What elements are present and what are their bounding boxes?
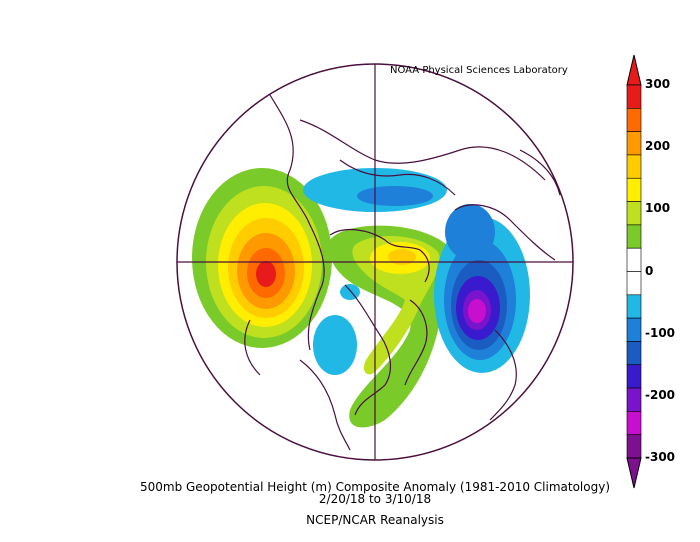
colorbar-segment <box>626 108 642 132</box>
positive-anomaly-atlantic <box>328 225 452 428</box>
colorbar-segment <box>626 364 642 389</box>
colorbar-arrow-top <box>626 54 642 86</box>
colorbar-segment <box>626 387 642 412</box>
negative-anomaly-eurasia <box>434 204 530 373</box>
credit-label: NOAA Physical Sciences Laboratory <box>390 65 568 76</box>
colorbar-tick-label: 200 <box>645 139 671 154</box>
colorbar-tick-label: 300 <box>645 77 671 91</box>
colorbar-tick-label: -200 <box>645 387 676 402</box>
colorbar-segment <box>626 411 642 435</box>
colorbar-segment <box>626 224 642 249</box>
map-title: 500mb Geopotential Height (m) Composite … <box>139 480 610 494</box>
colorbar-segment <box>626 317 642 342</box>
dataset-label: NCEP/NCAR Reanalysis <box>306 513 444 527</box>
colorbar-segment <box>626 247 642 272</box>
colorbar-arrow-bottom <box>626 457 642 489</box>
colorbar <box>626 54 642 489</box>
colorbar-tick-label: 0 <box>645 263 654 278</box>
anomaly-contours <box>192 168 530 428</box>
colorbar-tick-label: -300 <box>645 450 676 464</box>
colorbar-tick-label: 100 <box>645 201 671 216</box>
colorbar-segment <box>626 154 642 179</box>
colorbar-tick-label: -100 <box>645 325 676 340</box>
colorbar-segment <box>626 294 642 319</box>
colorbar-segment <box>626 341 642 366</box>
colorbar-segment <box>626 131 642 156</box>
colorbar-segment <box>626 177 642 202</box>
colorbar-segment <box>626 201 642 226</box>
colorbar-segment <box>626 271 642 296</box>
positive-anomaly-pacific <box>192 168 332 348</box>
colorbar-segment <box>626 434 642 459</box>
date-range: 2/20/18 to 3/10/18 <box>318 492 432 506</box>
coastlines <box>244 94 561 451</box>
colorbar-segment <box>626 84 642 109</box>
